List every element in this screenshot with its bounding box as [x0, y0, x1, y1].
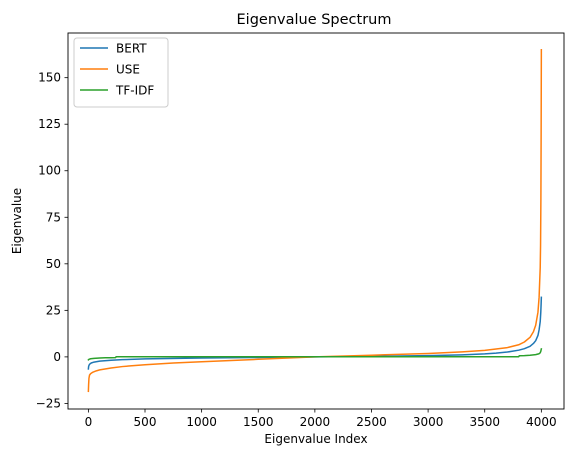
series-line-tf-idf — [87, 347, 543, 361]
chart-title: Eigenvalue Spectrum — [237, 12, 392, 28]
x-tick-label: 2500 — [356, 415, 387, 429]
y-axis-title: Eigenvalue — [10, 188, 24, 254]
y-axis: −25 0 25 50 75 100 125 150 — [36, 71, 68, 410]
series-line-use — [87, 48, 543, 393]
y-tick-label: 50 — [46, 257, 61, 271]
x-tick-label: 1000 — [186, 415, 217, 429]
y-tick-label: 25 — [46, 303, 61, 317]
legend-label-tf-idf: TF-IDF — [115, 83, 154, 97]
x-tick-label: 0 — [85, 415, 93, 429]
x-tick-label: 3000 — [413, 415, 444, 429]
legend-label-use: USE — [116, 62, 140, 76]
x-tick-label: 3500 — [469, 415, 500, 429]
x-axis: 0 500 1000 1500 2000 2500 3000 3500 4000 — [85, 409, 557, 429]
y-tick-label: −25 — [36, 396, 61, 410]
legend-label-bert: BERT — [116, 41, 147, 55]
series-line-bert — [87, 296, 543, 370]
x-tick-label: 4000 — [526, 415, 557, 429]
x-axis-title: Eigenvalue Index — [264, 432, 367, 446]
x-tick-label: 2000 — [300, 415, 331, 429]
y-tick-label: 125 — [38, 117, 61, 131]
legend-items: BERT USE TF-IDF — [80, 41, 154, 97]
axes-frame — [67, 32, 565, 410]
y-tick-label: 100 — [38, 164, 61, 178]
x-tick-label: 1500 — [243, 415, 274, 429]
x-tick-label: 500 — [134, 415, 157, 429]
y-tick-label: 75 — [46, 210, 61, 224]
y-tick-label: 0 — [53, 350, 61, 364]
y-tick-label: 150 — [38, 71, 61, 85]
series-lines — [87, 48, 543, 393]
legend: BERT USE TF-IDF — [73, 37, 169, 108]
